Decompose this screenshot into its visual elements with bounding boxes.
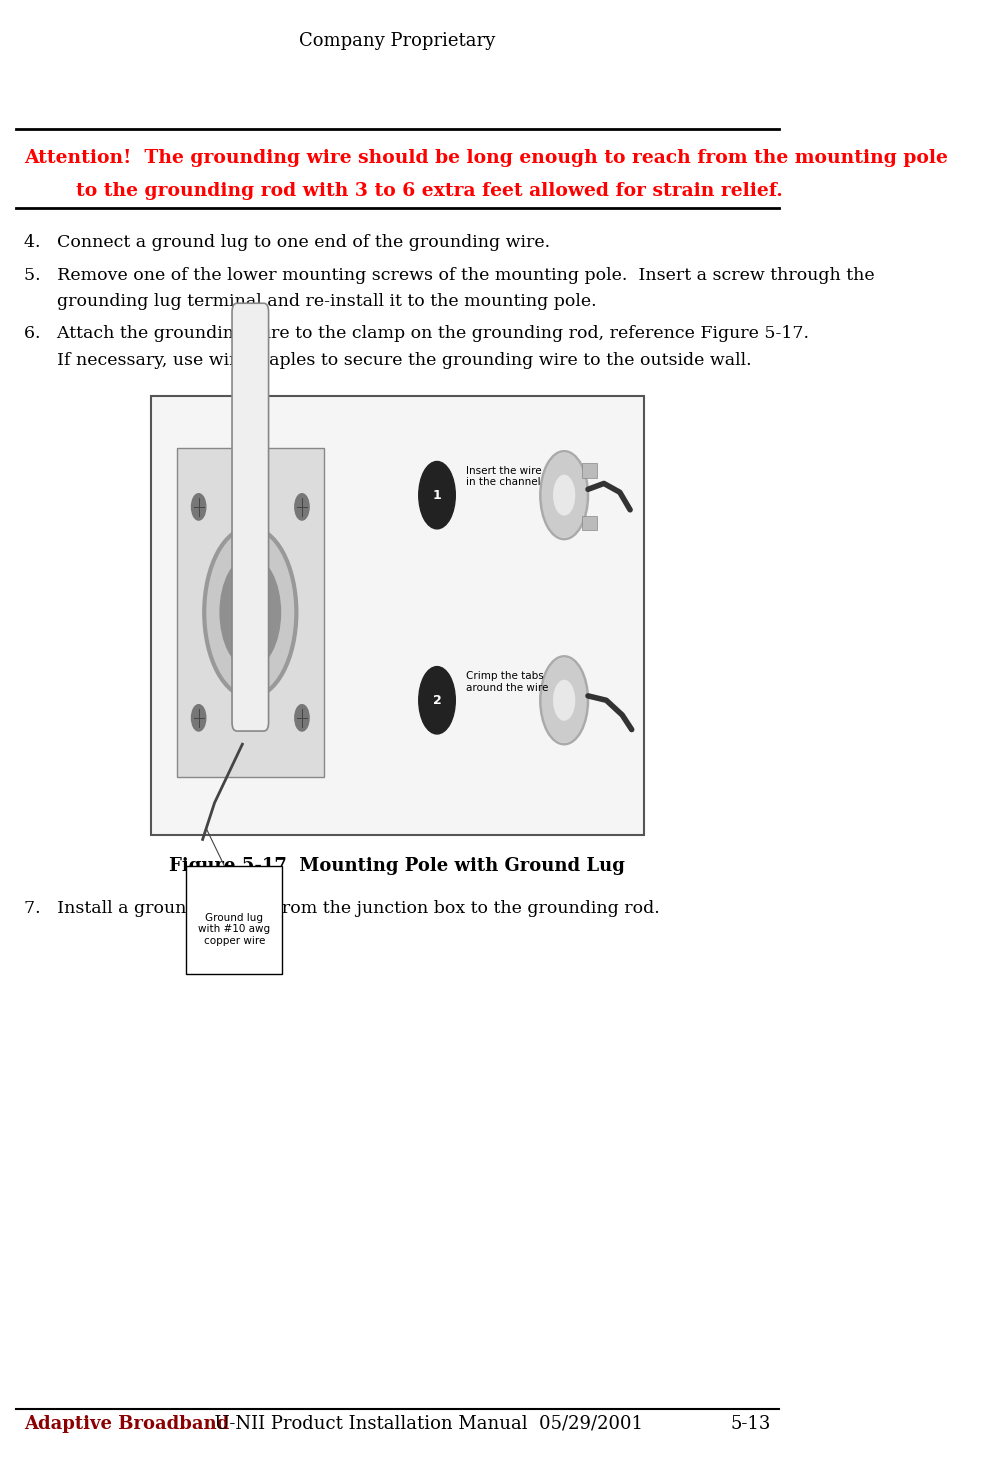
Text: to the grounding rod with 3 to 6 extra feet allowed for strain relief.: to the grounding rod with 3 to 6 extra f… [24,182,783,199]
FancyBboxPatch shape [186,866,283,974]
Circle shape [419,667,455,734]
Circle shape [542,658,588,743]
Text: Figure 5-17  Mounting Pole with Ground Lug: Figure 5-17 Mounting Pole with Ground Lu… [170,857,625,875]
Text: Adaptive Broadband: Adaptive Broadband [24,1415,230,1433]
Circle shape [191,705,206,731]
FancyBboxPatch shape [151,396,644,835]
FancyBboxPatch shape [232,303,269,731]
FancyBboxPatch shape [583,463,596,478]
Circle shape [205,529,295,696]
Circle shape [553,475,575,516]
Text: grounding lug terminal and re-install it to the mounting pole.: grounding lug terminal and re-install it… [24,293,596,311]
Text: 7.   Install a grounding wire from the junction box to the grounding rod.: 7. Install a grounding wire from the jun… [24,900,659,917]
Circle shape [236,586,265,639]
FancyBboxPatch shape [583,516,596,530]
Text: 2: 2 [433,694,441,706]
Text: 1: 1 [433,489,441,501]
Circle shape [419,461,455,529]
Text: 5-13: 5-13 [731,1415,771,1433]
Text: 5.   Remove one of the lower mounting screws of the mounting pole.  Insert a scr: 5. Remove one of the lower mounting scre… [24,267,874,284]
FancyBboxPatch shape [177,448,324,778]
Circle shape [542,453,588,538]
Text: If necessary, use wire staples to secure the grounding wire to the outside wall.: If necessary, use wire staples to secure… [24,352,751,369]
Circle shape [191,494,206,520]
Circle shape [220,557,281,668]
Text: Attention!  The grounding wire should be long enough to reach from the mounting : Attention! The grounding wire should be … [24,149,948,167]
Text: Insert the wire
in the channel: Insert the wire in the channel [466,466,542,488]
Text: 4.   Connect a ground lug to one end of the grounding wire.: 4. Connect a ground lug to one end of th… [24,234,550,252]
Text: Ground lug
with #10 awg
copper wire: Ground lug with #10 awg copper wire [198,913,271,946]
Text: Crimp the tabs
around the wire: Crimp the tabs around the wire [466,671,548,693]
Text: 6.   Attach the grounding wire to the clamp on the grounding rod, reference Figu: 6. Attach the grounding wire to the clam… [24,325,809,343]
Circle shape [553,680,575,721]
Text: U-NII Product Installation Manual  05/29/2001: U-NII Product Installation Manual 05/29/… [203,1415,643,1433]
Text: Company Proprietary: Company Proprietary [299,32,495,50]
Circle shape [295,705,309,731]
Circle shape [295,494,309,520]
